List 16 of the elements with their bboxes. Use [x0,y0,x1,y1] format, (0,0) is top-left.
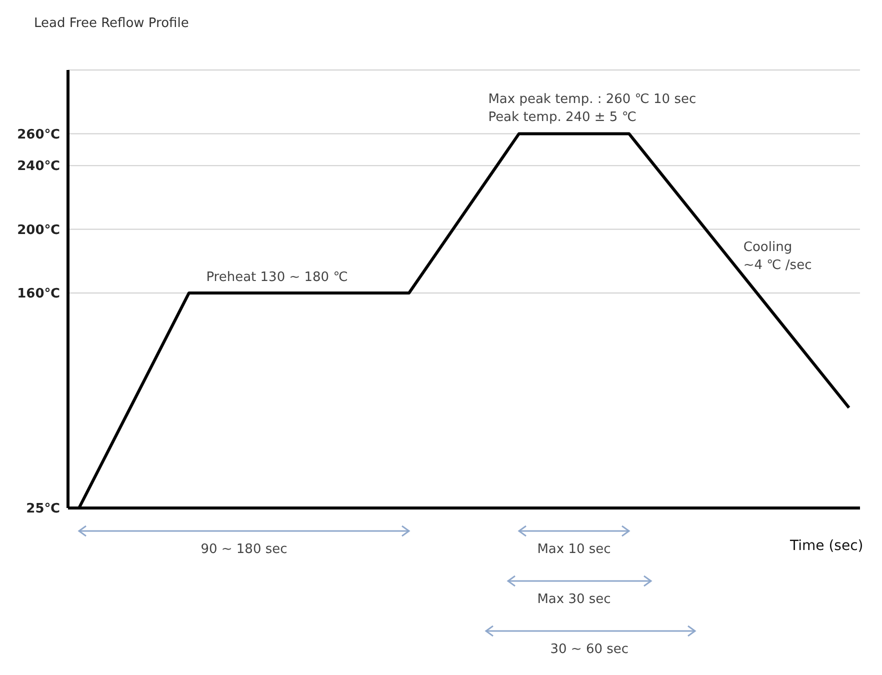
y-tick-label: 240℃ [17,159,60,174]
x-axis-title: Time (sec) [790,538,864,554]
annotation: Max peak temp. : 260 ℃ 10 sec [488,92,696,107]
text: 90 ~ 180 sec [200,542,288,557]
annotation: ~4 ℃ /sec [743,258,812,273]
y-tick-label: 260℃ [17,127,60,142]
text: Max 10 sec [537,542,611,557]
y-tick-label: 25℃ [26,502,60,517]
y-tick-label: 200℃ [17,222,60,238]
annotation: Peak temp. 240 ± 5 ℃ [488,110,636,125]
y-tick-label: 160℃ [17,286,60,302]
text: Max 30 sec [537,592,611,607]
text: 30 ~ 60 sec [550,642,629,657]
annotation: Cooling [743,240,792,255]
chart-title: Lead Free Reflow Profile [34,16,189,31]
annotation: Preheat 130 ~ 180 ℃ [206,270,348,285]
